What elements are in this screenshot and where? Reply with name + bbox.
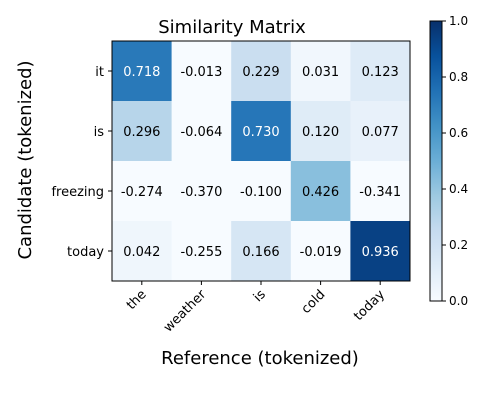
heatmap-cell xyxy=(112,101,173,162)
heatmap-cell xyxy=(231,161,292,222)
heatmap-cells: 0.718 -0.013 0.229 0.031 0.123 0.296 -0.064 0.7… xyxy=(112,41,411,282)
colorbar-tick-label: 0.8 xyxy=(449,70,468,84)
cell-value-label: -0.013 xyxy=(180,65,222,80)
cell-value-label: 0.296 xyxy=(123,125,160,140)
heatmap-cell xyxy=(231,221,292,282)
heatmap-cell xyxy=(290,221,351,282)
heatmap-cell xyxy=(171,41,232,102)
x-tick-label: is xyxy=(251,287,269,305)
heatmap-cell xyxy=(231,41,292,102)
cell-value-label: 0.229 xyxy=(242,65,279,80)
x-tick-labels: the weather is cold today xyxy=(124,281,388,336)
cell-value-label: -0.019 xyxy=(300,245,342,260)
cell-value-label: 0.426 xyxy=(302,185,339,200)
y-tick-label: is xyxy=(94,125,105,140)
chart-title: Similarity Matrix xyxy=(158,17,306,38)
colorbar-tick-label: 0.2 xyxy=(449,238,468,252)
cell-value-label: -0.370 xyxy=(180,185,222,200)
heatmap-cell xyxy=(112,41,173,102)
cell-value-label: 0.031 xyxy=(302,65,339,80)
heatmap-cell xyxy=(171,161,232,222)
cell-value-label: 0.730 xyxy=(242,125,279,140)
cell-value-label: 0.166 xyxy=(242,245,279,260)
cell-value-label: -0.100 xyxy=(240,185,282,200)
cell-value-label: -0.341 xyxy=(359,185,401,200)
cell-value-label: 0.123 xyxy=(362,65,399,80)
heatmap-cell xyxy=(171,101,232,162)
colorbar-ticks: 0.0 0.2 0.4 0.6 0.8 1.0 xyxy=(442,14,468,308)
y-tick-label: today xyxy=(67,245,104,260)
colorbar-tick-label: 1.0 xyxy=(449,14,468,28)
heatmap-cell xyxy=(290,41,351,102)
heatmap-cell xyxy=(350,41,411,102)
cell-value-label: 0.120 xyxy=(302,125,339,140)
colorbar-tick-label: 0.0 xyxy=(449,294,468,308)
cell-value-label: 0.077 xyxy=(362,125,399,140)
y-tick-labels: it is freezing today xyxy=(51,65,112,260)
heatmap-cell xyxy=(112,221,173,282)
x-tick-label: today xyxy=(351,287,388,324)
plot-frame xyxy=(111,40,411,282)
cell-value-label: 0.936 xyxy=(362,245,399,260)
cell-value-label: 0.042 xyxy=(123,245,160,260)
heatmap-cell xyxy=(350,101,411,162)
heatmap-cell xyxy=(290,161,351,222)
heatmap-cell xyxy=(350,161,411,222)
x-tick-label: cold xyxy=(299,287,329,317)
cell-value-label: -0.064 xyxy=(180,125,222,140)
y-tick-label: freezing xyxy=(51,185,104,200)
colorbar-tick-label: 0.6 xyxy=(449,126,468,140)
y-axis-label: Candidate (tokenized) xyxy=(15,60,36,259)
x-tick-label: weather xyxy=(161,287,210,336)
cell-value-label: -0.274 xyxy=(121,185,163,200)
x-tick-label: the xyxy=(124,287,150,313)
x-axis-label: Reference (tokenized) xyxy=(161,348,359,369)
colorbar xyxy=(429,20,443,302)
heatmap-cell xyxy=(231,101,292,162)
colorbar-tick-label: 0.4 xyxy=(449,182,468,196)
heatmap-cell xyxy=(350,221,411,282)
heatmap-cell xyxy=(112,161,173,222)
cell-value-label: -0.255 xyxy=(180,245,222,260)
y-tick-label: it xyxy=(95,65,104,80)
heatmap-cell xyxy=(290,101,351,162)
heatmap-cell xyxy=(171,221,232,282)
cell-value-label: 0.718 xyxy=(123,65,160,80)
